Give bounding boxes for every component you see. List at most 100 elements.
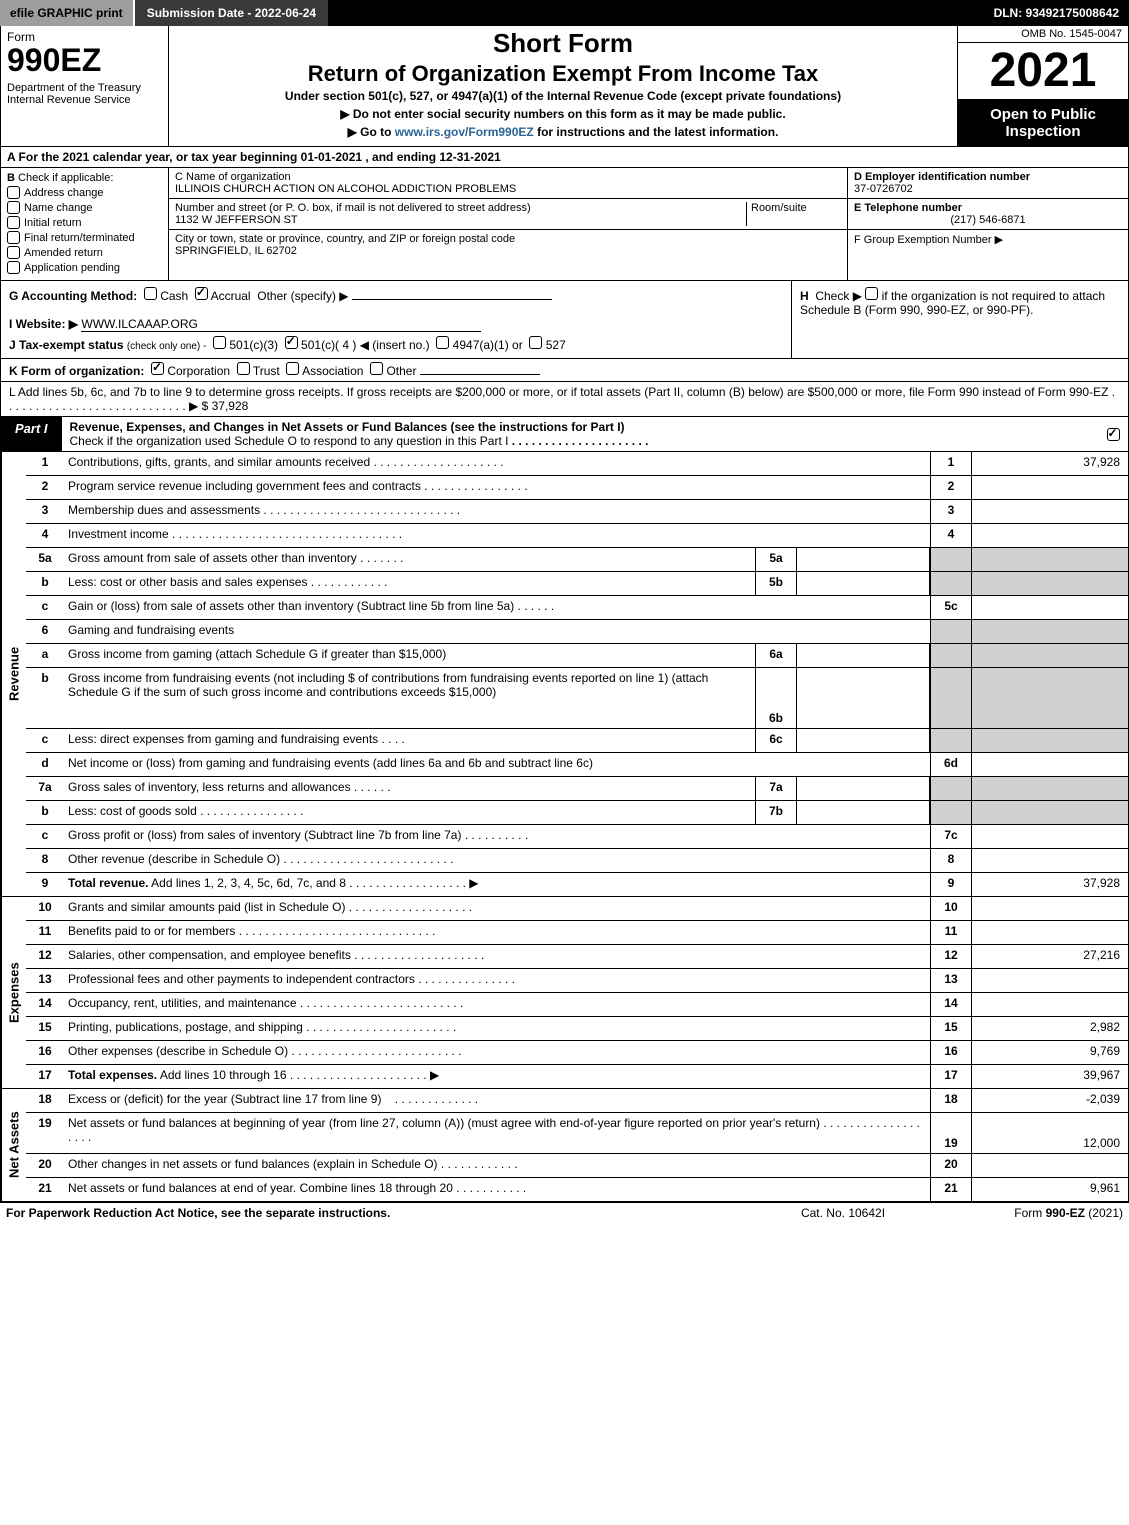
line-desc: Occupancy, rent, utilities, and maintena… (64, 993, 930, 1016)
line-sub: 6a (755, 644, 797, 667)
line-num: 11 (26, 921, 64, 944)
c-name-label: C Name of organization (175, 171, 841, 183)
line-sub: 6c (755, 729, 797, 752)
line-desc: Salaries, other compensation, and employ… (64, 945, 930, 968)
other-org-blank (420, 374, 540, 375)
line-rnum: 11 (930, 921, 972, 944)
header-right: OMB No. 1545-0047 2021 Open to Public In… (958, 26, 1128, 146)
row-l: L Add lines 5b, 6c, and 7b to line 9 to … (0, 382, 1129, 417)
line-desc: Professional fees and other payments to … (64, 969, 930, 992)
corp-checkbox[interactable] (151, 362, 164, 375)
website-link[interactable]: WWW.ILCAAAP.ORG (81, 317, 481, 332)
return-title: Return of Organization Exempt From Incom… (173, 61, 953, 87)
accrual-label: Accrual (211, 289, 251, 303)
line-rnum: 6d (930, 753, 972, 776)
h-check-text: Check ▶ (815, 289, 862, 303)
part1-title: Revenue, Expenses, and Changes in Net As… (62, 417, 1098, 451)
org-name: ILLINOIS CHURCH ACTION ON ALCOHOL ADDICT… (175, 183, 841, 195)
line-amt-shade (972, 801, 1128, 824)
other-org-checkbox[interactable] (370, 362, 383, 375)
top-bar: efile GRAPHIC print Submission Date - 20… (0, 0, 1129, 26)
irs-link[interactable]: www.irs.gov/Form990EZ (395, 125, 534, 139)
final-return-checkbox[interactable] (7, 231, 20, 244)
section-g: G Accounting Method: Cash Accrual Other … (1, 281, 791, 358)
line-subamt (797, 548, 930, 571)
part1-title-text: Revenue, Expenses, and Changes in Net As… (70, 420, 625, 434)
line-amt (972, 849, 1128, 872)
line-sub: 7a (755, 777, 797, 800)
line-amt: -2,039 (972, 1089, 1128, 1112)
corp-label: Corporation (167, 364, 230, 378)
line-desc: Other changes in net assets or fund bala… (64, 1154, 930, 1177)
line-desc: Other expenses (describe in Schedule O) … (64, 1041, 930, 1064)
line-rnum: 13 (930, 969, 972, 992)
schedule-o-checkbox[interactable] (1107, 428, 1120, 441)
line-desc: Grants and similar amounts paid (list in… (64, 897, 930, 920)
line-rnum: 9 (930, 873, 972, 896)
name-change-checkbox[interactable] (7, 201, 20, 214)
address-change-checkbox[interactable] (7, 186, 20, 199)
check-applicable: Check if applicable: (18, 172, 113, 184)
line-amt-shade (972, 572, 1128, 595)
line-amt-shade (972, 729, 1128, 752)
line-num: b (26, 572, 64, 595)
i-label: I Website: ▶ (9, 317, 78, 331)
line-desc: Investment income . . . . . . . . . . . … (64, 524, 930, 547)
501c3-checkbox[interactable] (213, 336, 226, 349)
b-label: B (7, 172, 15, 184)
line-num: b (26, 801, 64, 824)
line-desc: Benefits paid to or for members . . . . … (64, 921, 930, 944)
final-return-label: Final return/terminated (24, 232, 135, 244)
line-desc: Total revenue. Add lines 1, 2, 3, 4, 5c,… (64, 873, 930, 896)
assoc-checkbox[interactable] (286, 362, 299, 375)
line-num: 3 (26, 500, 64, 523)
line-rnum: 21 (930, 1178, 972, 1201)
line-num: 21 (26, 1178, 64, 1201)
h-checkbox[interactable] (865, 287, 878, 300)
other-org-label: Other (386, 364, 416, 378)
line-desc: Less: cost of goods sold . . . . . . . .… (64, 801, 755, 824)
line-desc: Net assets or fund balances at end of ye… (64, 1178, 930, 1201)
line-desc: Less: direct expenses from gaming and fu… (64, 729, 755, 752)
row-k: K Form of organization: Corporation Trus… (0, 359, 1129, 382)
line-amt: 9,769 (972, 1041, 1128, 1064)
initial-return-checkbox[interactable] (7, 216, 20, 229)
line-num: a (26, 644, 64, 667)
line-desc: Net income or (loss) from gaming and fun… (64, 753, 930, 776)
application-pending-checkbox[interactable] (7, 261, 20, 274)
part1-header: Part I Revenue, Expenses, and Changes in… (0, 417, 1129, 452)
goto-link-line: ▶ Go to www.irs.gov/Form990EZ for instru… (173, 125, 953, 139)
cash-checkbox[interactable] (144, 287, 157, 300)
tax-year: 2021 (958, 43, 1128, 100)
section-de: D Employer identification number 37-0726… (848, 168, 1128, 280)
line-amt (972, 969, 1128, 992)
line-num: 18 (26, 1089, 64, 1112)
line-rnum: 3 (930, 500, 972, 523)
efile-print-button[interactable]: efile GRAPHIC print (0, 0, 135, 26)
f-label: F Group Exemption Number ▶ (854, 234, 1003, 246)
accrual-checkbox[interactable] (195, 287, 208, 300)
line-num: 13 (26, 969, 64, 992)
line-num: 7a (26, 777, 64, 800)
line-amt (972, 897, 1128, 920)
4947-label: 4947(a)(1) or (453, 338, 523, 352)
trust-checkbox[interactable] (237, 362, 250, 375)
4947-checkbox[interactable] (436, 336, 449, 349)
line-num: 14 (26, 993, 64, 1016)
line-sub: 5a (755, 548, 797, 571)
d-label: D Employer identification number (854, 171, 1030, 183)
part1-tab: Part I (1, 417, 62, 451)
netassets-section: Net Assets 18Excess or (deficit) for the… (0, 1089, 1129, 1202)
footer-right: Form 990-EZ (2021) (943, 1206, 1123, 1220)
501c-checkbox[interactable] (285, 336, 298, 349)
line-num: 19 (26, 1113, 64, 1153)
other-blank (352, 299, 552, 300)
amended-return-checkbox[interactable] (7, 246, 20, 259)
street-value: 1132 W JEFFERSON ST (175, 214, 746, 226)
line-desc: Contributions, gifts, grants, and simila… (64, 452, 930, 475)
k-label: K Form of organization: (9, 364, 144, 378)
527-checkbox[interactable] (529, 336, 542, 349)
line-amt (972, 753, 1128, 776)
527-label: 527 (546, 338, 566, 352)
line-num: 5a (26, 548, 64, 571)
